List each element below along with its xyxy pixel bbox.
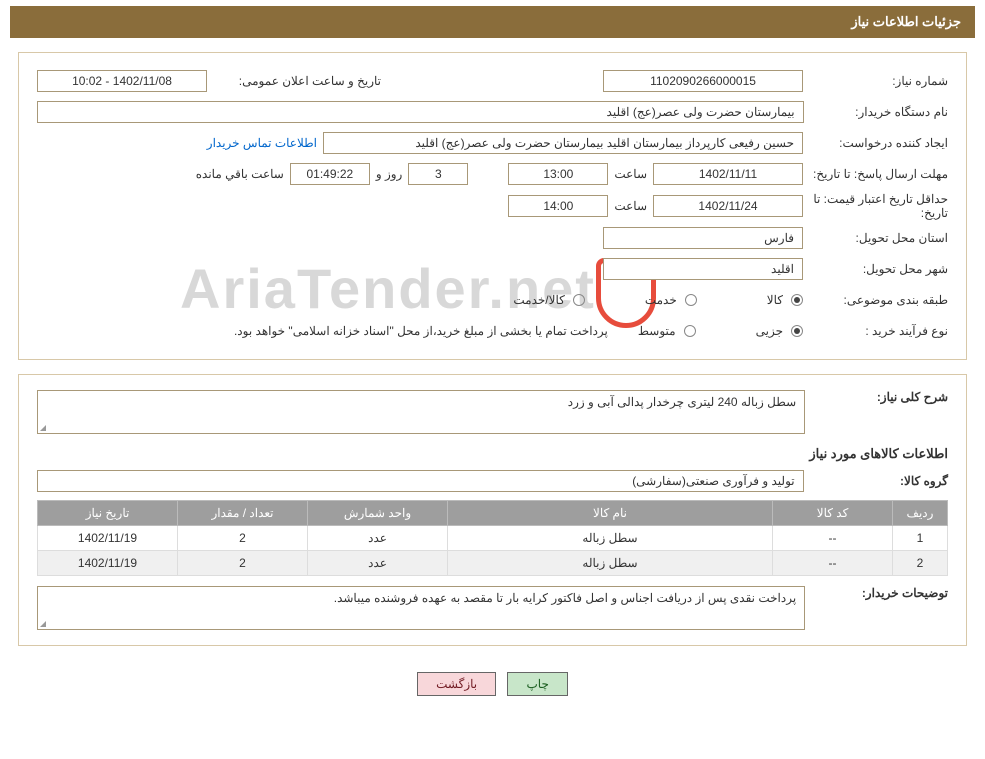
- radio-medium-icon: [684, 325, 696, 337]
- col-name: نام کالا: [448, 501, 773, 526]
- overview-text: سطل زباله 240 لیتری چرخدار پدالی آبی و ز…: [568, 395, 796, 409]
- details-panel: شماره نیاز: 1102090266000015 تاریخ و ساع…: [18, 52, 967, 360]
- items-table: ردیف کد کالا نام کالا واحد شمارش تعداد /…: [37, 500, 948, 576]
- cell-row: 2: [893, 551, 948, 576]
- announce-datetime-value: 1402/11/08 - 10:02: [37, 70, 207, 92]
- process-medium-label: متوسط: [638, 324, 676, 338]
- radio-goods-icon: [791, 294, 803, 306]
- delivery-city-value: اقلید: [603, 258, 803, 280]
- row-price-validity: حداقل تاریخ اعتبار قیمت: تا تاریخ: 1402/…: [37, 192, 948, 220]
- buyer-notes-label: توضیحات خریدار:: [805, 586, 948, 600]
- row-requester: ایجاد کننده درخواست: حسین رفیعی کارپرداز…: [37, 130, 948, 156]
- page-title: جزئیات اطلاعات نیاز: [851, 14, 961, 29]
- need-number-label: شماره نیاز:: [803, 74, 948, 88]
- delivery-city-label: شهر محل تحویل:: [803, 262, 948, 276]
- process-note: پرداخت تمام یا بخشی از مبلغ خرید،از محل …: [234, 324, 608, 338]
- col-unit: واحد شمارش: [308, 501, 448, 526]
- row-goods-group: گروه کالا: تولید و فرآوری صنعتی(سفارشی): [37, 468, 948, 494]
- delivery-province-value: فارس: [603, 227, 803, 249]
- radio-small-icon: [791, 325, 803, 337]
- row-delivery-city: شهر محل تحویل: اقلید: [37, 256, 948, 282]
- days-and-label: روز و: [370, 167, 409, 181]
- class-goods-label: کالا: [767, 293, 783, 307]
- process-medium-radio[interactable]: متوسط: [638, 324, 696, 338]
- reply-deadline-date: 1402/11/11: [653, 163, 803, 185]
- content-layer: جزئیات اطلاعات نیاز شماره نیاز: 11020902…: [0, 6, 985, 716]
- overview-label: شرح کلی نیاز:: [805, 390, 948, 404]
- cell-name: سطل زباله: [448, 551, 773, 576]
- remaining-label: ساعت باقي مانده: [190, 167, 290, 181]
- col-date: تاریخ نیاز: [38, 501, 178, 526]
- delivery-province-label: استان محل تحویل:: [803, 231, 948, 245]
- cell-name: سطل زباله: [448, 526, 773, 551]
- process-type-label: نوع فرآیند خرید :: [803, 324, 948, 338]
- col-qty: تعداد / مقدار: [178, 501, 308, 526]
- cell-qty: 2: [178, 526, 308, 551]
- reply-deadline-time: 13:00: [508, 163, 608, 185]
- buyer-org-label: نام دستگاه خریدار:: [804, 105, 948, 119]
- announce-datetime-label: تاریخ و ساعت اعلان عمومی:: [207, 74, 387, 88]
- remaining-time: 01:49:22: [290, 163, 370, 185]
- row-buyer-org: نام دستگاه خریدار: بیمارستان حضرت ولی عص…: [37, 99, 948, 125]
- class-goods-radio[interactable]: کالا: [767, 293, 803, 307]
- row-process-type: نوع فرآیند خرید : جزیی متوسط پرداخت تمام…: [37, 318, 948, 344]
- process-small-label: جزیی: [756, 324, 783, 338]
- items-title: اطلاعات کالاهای مورد نیاز: [37, 446, 948, 462]
- row-delivery-province: استان محل تحویل: فارس: [37, 225, 948, 251]
- row-reply-deadline: مهلت ارسال پاسخ: تا تاریخ: 1402/11/11 سا…: [37, 161, 948, 187]
- cell-qty: 2: [178, 551, 308, 576]
- time-label-1: ساعت: [608, 167, 653, 181]
- requester-value: حسین رفیعی کارپرداز بیمارستان اقلید بیما…: [323, 132, 803, 154]
- goods-group-value: تولید و فرآوری صنعتی(سفارشی): [37, 470, 804, 492]
- class-goods-service-radio[interactable]: کالا/خدمت: [513, 293, 584, 307]
- col-row: ردیف: [893, 501, 948, 526]
- buyer-contact-link[interactable]: اطلاعات تماس خریدار: [207, 136, 317, 150]
- requester-label: ایجاد کننده درخواست:: [803, 136, 948, 150]
- cell-row: 1: [893, 526, 948, 551]
- subject-class-label: طبقه بندی موضوعی:: [803, 293, 948, 307]
- row-overview: شرح کلی نیاز: سطل زباله 240 لیتری چرخدار…: [37, 390, 948, 434]
- time-label-2: ساعت: [608, 199, 653, 213]
- page-title-bar: جزئیات اطلاعات نیاز: [10, 6, 975, 38]
- cell-unit: عدد: [308, 526, 448, 551]
- needs-panel: شرح کلی نیاز: سطل زباله 240 لیتری چرخدار…: [18, 374, 967, 646]
- price-validity-date: 1402/11/24: [653, 195, 803, 217]
- cell-code: --: [773, 551, 893, 576]
- need-number-value: 1102090266000015: [603, 70, 803, 92]
- price-validity-label: حداقل تاریخ اعتبار قیمت: تا تاریخ:: [803, 192, 948, 220]
- radio-service-icon: [685, 294, 697, 306]
- buyer-org-value: بیمارستان حضرت ولی عصر(عج) اقلید: [37, 101, 804, 123]
- back-button[interactable]: بازگشت: [417, 672, 496, 696]
- row-need-number: شماره نیاز: 1102090266000015 تاریخ و ساع…: [37, 68, 948, 94]
- class-goods-service-label: کالا/خدمت: [513, 293, 564, 307]
- overview-textarea[interactable]: سطل زباله 240 لیتری چرخدار پدالی آبی و ز…: [37, 390, 805, 434]
- reply-deadline-label: مهلت ارسال پاسخ: تا تاریخ:: [803, 167, 948, 181]
- class-service-label: خدمت: [645, 293, 677, 307]
- radio-goods-service-icon: [573, 294, 585, 306]
- table-row: 2 -- سطل زباله عدد 2 1402/11/19: [38, 551, 948, 576]
- buttons-row: چاپ بازگشت: [0, 660, 985, 716]
- cell-date: 1402/11/19: [38, 526, 178, 551]
- goods-group-label: گروه کالا:: [804, 474, 948, 488]
- price-validity-time: 14:00: [508, 195, 608, 217]
- buyer-notes-text: پرداخت نقدی پس از دریافت اجناس و اصل فاک…: [334, 591, 796, 605]
- cell-unit: عدد: [308, 551, 448, 576]
- col-code: کد کالا: [773, 501, 893, 526]
- table-row: 1 -- سطل زباله عدد 2 1402/11/19: [38, 526, 948, 551]
- class-service-radio[interactable]: خدمت: [645, 293, 697, 307]
- row-buyer-notes: توضیحات خریدار: پرداخت نقدی پس از دریافت…: [37, 586, 948, 630]
- table-header-row: ردیف کد کالا نام کالا واحد شمارش تعداد /…: [38, 501, 948, 526]
- process-small-radio[interactable]: جزیی: [756, 324, 803, 338]
- buyer-notes-textarea[interactable]: پرداخت نقدی پس از دریافت اجناس و اصل فاک…: [37, 586, 805, 630]
- cell-code: --: [773, 526, 893, 551]
- remaining-days: 3: [408, 163, 468, 185]
- row-subject-class: طبقه بندی موضوعی: کالا خدمت کالا/خدمت: [37, 287, 948, 313]
- cell-date: 1402/11/19: [38, 551, 178, 576]
- print-button[interactable]: چاپ: [507, 672, 567, 696]
- page-container: AriaTender.net جزئیات اطلاعات نیاز شماره…: [0, 6, 985, 716]
